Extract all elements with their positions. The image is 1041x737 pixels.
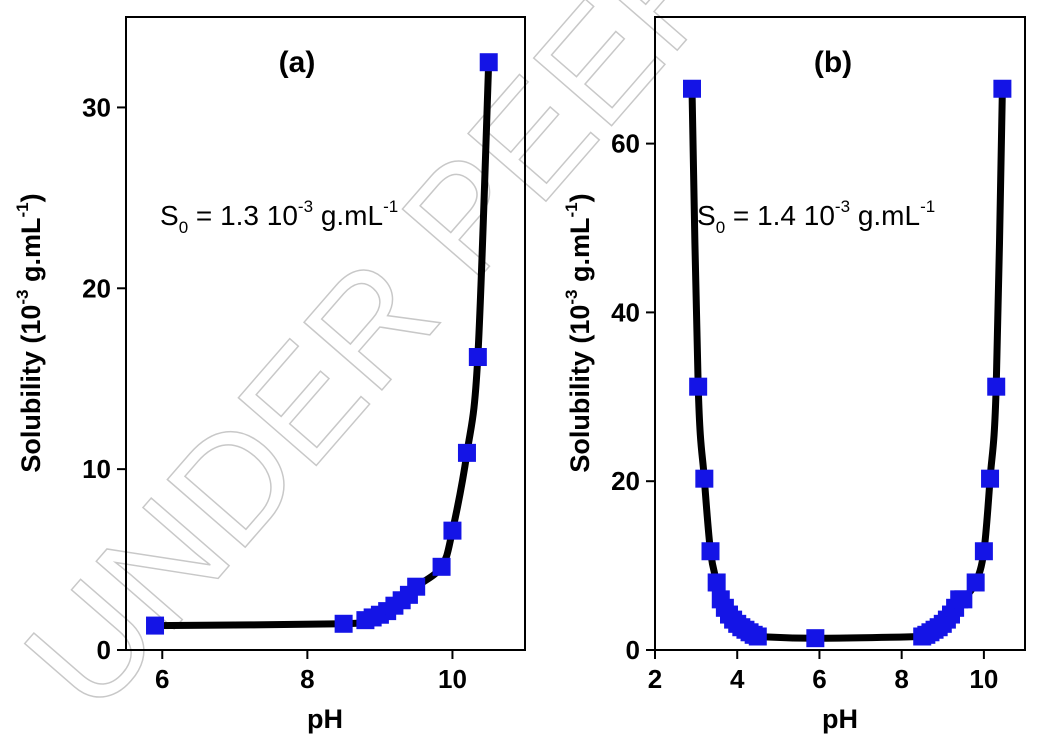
y-title-b-main: Solubility (10 (565, 305, 595, 473)
annot-b-sub: 0 (716, 218, 725, 237)
data-point (689, 377, 708, 396)
data-point (966, 573, 985, 592)
x-tick-label: 4 (730, 664, 745, 694)
y-axis-title-a: Solubility (10-3 g.mL-1) (13, 193, 46, 472)
data-point (407, 577, 426, 596)
data-point (146, 616, 165, 635)
y-tick-label: 0 (626, 635, 640, 665)
data-point (443, 521, 462, 540)
data-point (468, 348, 487, 367)
y-tick-label: 10 (82, 454, 111, 484)
data-point (954, 590, 973, 609)
data-point (432, 557, 451, 576)
series-markers-a (146, 53, 498, 635)
y-tick-label: 20 (611, 466, 640, 496)
y-tick-label: 60 (611, 129, 640, 159)
annot-b-unit-exp: -1 (920, 197, 935, 216)
y-title-a-close: ) (16, 193, 46, 202)
x-tick-label: 6 (812, 664, 826, 694)
series-markers-b (683, 79, 1012, 648)
annot-a-s: S (160, 200, 179, 231)
y-tick-label: 40 (611, 297, 640, 327)
y-title-b-close: ) (565, 193, 595, 202)
y-tick-label: 30 (82, 92, 111, 122)
annot-a-sub: 0 (179, 218, 188, 237)
x-axis-title-b: pH (822, 704, 858, 734)
y-title-a-exp2: -1 (13, 202, 32, 217)
tick-group-b: 2 4 6 8 10 0 20 40 60 (611, 129, 998, 694)
y-tick-label: 20 (82, 273, 111, 303)
data-point (695, 469, 714, 488)
series-line (688, 85, 1006, 642)
data-point (701, 542, 720, 561)
plot-frame-a (125, 16, 526, 651)
data-point (987, 377, 1006, 396)
annot-a-middle: = 1.3 10 (188, 200, 298, 231)
annot-a-unit-exp: -1 (383, 197, 398, 216)
data-point (974, 542, 993, 561)
annot-b-s: S (697, 200, 716, 231)
annot-a-exp: -3 (298, 197, 313, 216)
y-title-b-exp1: -3 (562, 289, 581, 304)
data-point (683, 79, 701, 98)
plot-frame-b (654, 16, 1026, 651)
y-title-a-exp1: -3 (13, 289, 32, 304)
y-title-b-exp2: -1 (562, 202, 581, 217)
y-tick-label: 0 (97, 635, 111, 665)
x-axis-title-a: pH (307, 704, 343, 734)
data-point (457, 443, 476, 462)
data-point (334, 614, 353, 633)
annot-a-unit: g.mL (313, 200, 383, 231)
data-point (806, 629, 825, 648)
annot-b-exp: -3 (835, 197, 850, 216)
annotation-b: S0 = 1.4 10-3 g.mL-1 (697, 197, 935, 237)
data-point (748, 627, 767, 646)
annotation-a: S0 = 1.3 10-3 g.mL-1 (160, 197, 398, 237)
data-point (981, 469, 1000, 488)
x-tick-label: 10 (438, 664, 467, 694)
annot-b-unit: g.mL (850, 200, 920, 231)
annot-b-middle: = 1.4 10 (725, 200, 835, 231)
x-tick-label: 10 (969, 664, 998, 694)
series-curve-b (688, 85, 1006, 642)
x-tick-label: 8 (894, 664, 908, 694)
y-title-a-main: Solubility (10 (16, 305, 46, 473)
tick-group-a: 6 8 10 0 10 20 30 (82, 92, 467, 694)
panel-label-b: (b) (814, 46, 852, 79)
panel-label-a: (a) (279, 46, 316, 79)
y-title-a-unit: g.mL (16, 217, 46, 289)
x-tick-label: 8 (300, 664, 314, 694)
data-point (479, 53, 498, 72)
x-tick-label: 2 (648, 664, 662, 694)
y-title-b-unit: g.mL (565, 217, 595, 289)
y-axis-title-b: Solubility (10-3 g.mL-1) (562, 193, 595, 472)
x-tick-label: 6 (155, 664, 169, 694)
data-point (707, 573, 726, 592)
data-point (993, 79, 1012, 98)
